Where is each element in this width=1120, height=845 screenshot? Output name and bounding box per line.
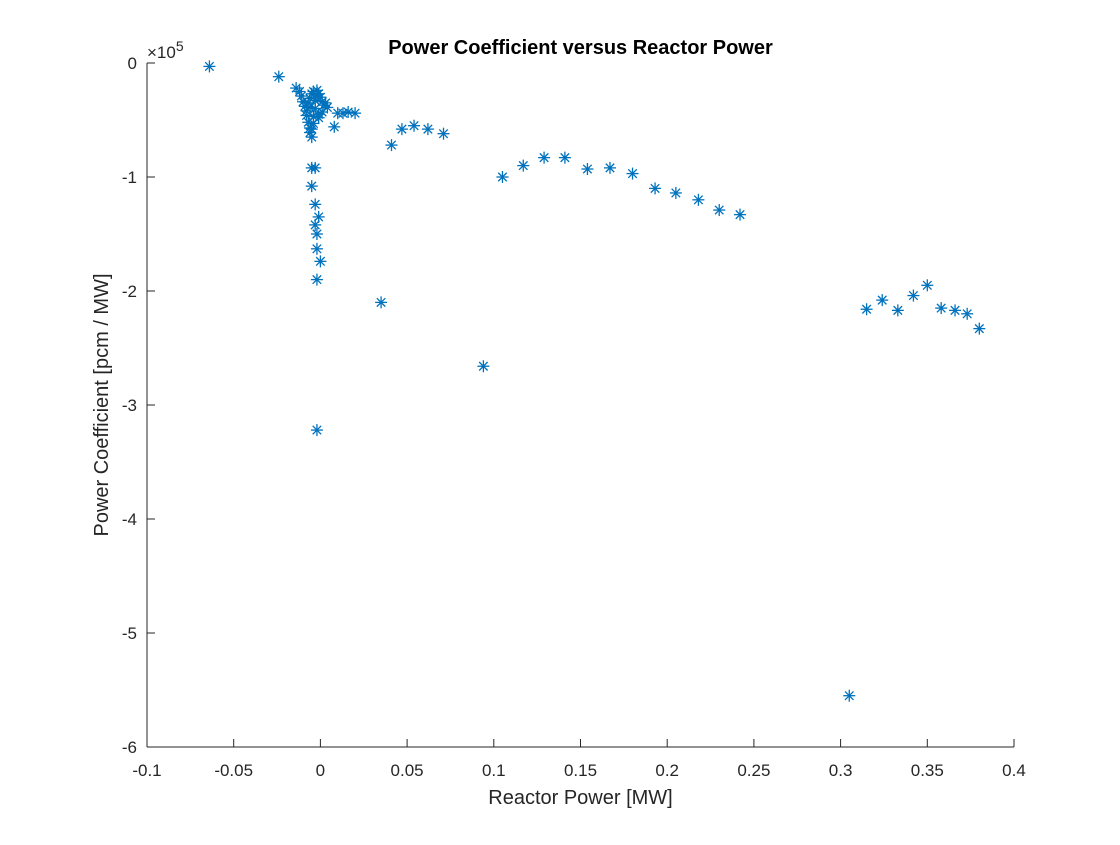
data-point <box>421 123 434 136</box>
data-point <box>272 70 285 83</box>
data-point <box>349 107 362 120</box>
data-point <box>907 289 920 302</box>
data-point <box>310 228 323 240</box>
x-tick-label: 0.1 <box>482 761 506 780</box>
data-point <box>961 307 974 320</box>
data-point <box>949 304 962 317</box>
y-axis-exponent-base: ×10 <box>147 43 176 62</box>
x-tick-label: 0.25 <box>737 761 770 780</box>
y-axis-label: Power Coefficient [pcm / MW] <box>91 273 113 536</box>
y-tick-label: -3 <box>122 396 137 415</box>
data-point <box>310 273 323 286</box>
data-point <box>538 151 551 164</box>
data-point <box>309 198 322 211</box>
x-tick-label: 0.35 <box>911 761 944 780</box>
data-point <box>300 109 313 122</box>
data-point <box>395 123 408 136</box>
data-point <box>891 304 904 317</box>
data-point <box>713 204 726 217</box>
data-point <box>477 360 490 373</box>
data-point <box>408 119 421 132</box>
axes <box>146 63 1014 748</box>
y-tick-label: -2 <box>122 282 137 301</box>
data-point <box>312 210 325 223</box>
data-point <box>581 163 594 176</box>
x-tick-label: 0 <box>316 761 325 780</box>
data-point <box>649 182 662 195</box>
data-point <box>203 60 216 73</box>
data-point <box>603 161 616 174</box>
data-point <box>305 180 318 193</box>
x-tick-label: 0.05 <box>391 761 424 780</box>
y-axis-exponent-power: 5 <box>176 38 184 54</box>
data-point <box>860 303 873 316</box>
data-point <box>437 127 450 140</box>
chart-title: Power Coefficient versus Reactor Power <box>388 37 773 59</box>
y-tick-label: -6 <box>122 738 137 757</box>
y-ticks: 0 -1 -2 -3 -4 -5 -6 <box>122 54 155 757</box>
x-axis-label: Reactor Power [MW] <box>488 787 672 809</box>
data-point <box>303 101 316 114</box>
x-ticks: -0.1 -0.05 0 0.05 0.1 0.15 0.2 0.25 0.3 0.35 0.4 <box>132 739 1026 780</box>
data-point <box>309 161 322 174</box>
data-point <box>973 322 986 335</box>
x-tick-label: -0.05 <box>214 761 253 780</box>
data-point <box>558 151 571 164</box>
x-tick-label: 0.3 <box>829 761 853 780</box>
data-point <box>669 186 682 199</box>
data-point <box>626 167 639 180</box>
data-point <box>310 242 323 255</box>
data-point <box>375 296 388 309</box>
y-tick-label: -4 <box>122 510 137 529</box>
data-points <box>203 60 986 702</box>
data-point <box>921 279 934 292</box>
data-point <box>385 139 398 152</box>
data-point <box>843 689 856 702</box>
x-tick-label: 0.15 <box>564 761 597 780</box>
data-point <box>312 108 325 121</box>
y-tick-label: -1 <box>122 168 137 187</box>
data-point <box>328 120 341 133</box>
x-tick-label: 0.2 <box>655 761 679 780</box>
data-point <box>517 159 530 172</box>
data-point <box>876 294 889 307</box>
x-tick-label: -0.1 <box>132 761 161 780</box>
data-point <box>734 208 747 221</box>
y-tick-label: 0 <box>128 54 137 73</box>
data-point <box>496 171 509 183</box>
data-point <box>314 255 327 268</box>
x-tick-label: 0.4 <box>1002 761 1026 780</box>
y-axis-exponent: ×105 <box>147 38 184 62</box>
data-point <box>935 302 948 315</box>
y-tick-label: -5 <box>122 624 137 643</box>
data-point <box>310 424 323 437</box>
data-point <box>692 193 705 206</box>
